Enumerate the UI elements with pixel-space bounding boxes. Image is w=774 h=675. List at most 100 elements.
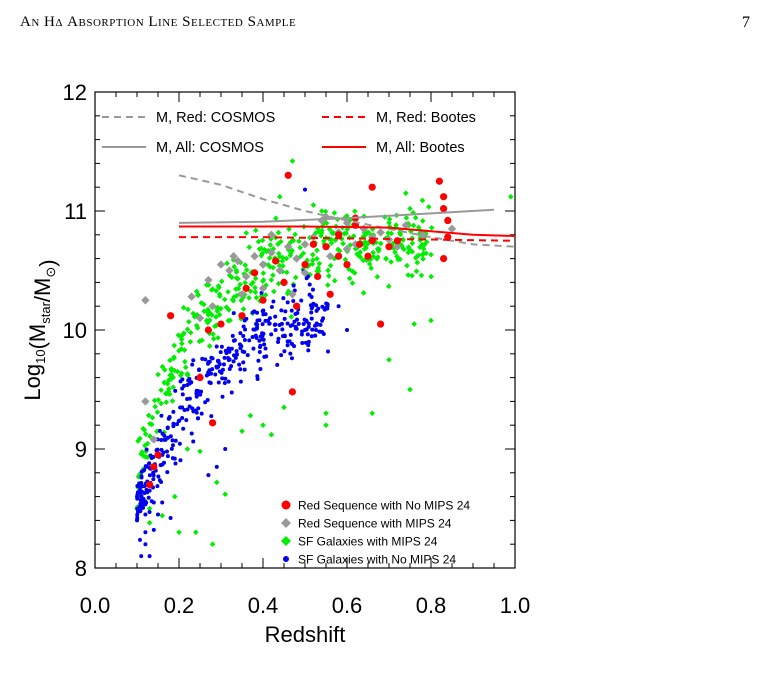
data-point <box>143 512 148 517</box>
data-point <box>237 362 242 367</box>
y-tick-label: 8 <box>75 556 87 581</box>
data-point <box>385 283 392 290</box>
data-point <box>375 248 382 254</box>
data-point <box>159 437 164 442</box>
data-point <box>288 351 293 356</box>
data-point <box>276 253 283 260</box>
data-point <box>225 289 231 295</box>
data-point <box>386 219 392 226</box>
data-point <box>210 335 217 342</box>
data-point <box>175 332 182 338</box>
data-point <box>362 231 369 238</box>
data-point <box>282 334 287 339</box>
data-point <box>267 321 272 326</box>
legend-entry: M, Red: COSMOS <box>102 110 275 126</box>
data-point <box>139 449 145 455</box>
data-point <box>309 310 314 315</box>
data-point <box>310 287 315 292</box>
data-point <box>196 406 201 411</box>
data-point <box>260 277 267 283</box>
data-point <box>143 542 148 547</box>
data-point <box>197 448 203 455</box>
data-point <box>237 281 243 288</box>
data-point <box>404 262 410 269</box>
data-point <box>349 280 356 286</box>
data-point <box>209 541 216 547</box>
data-point <box>420 250 427 257</box>
data-point <box>204 326 212 334</box>
data-point <box>252 284 258 291</box>
legend-marker <box>281 518 291 528</box>
data-point <box>261 308 266 313</box>
legend-top: M, Red: COSMOS M, Red: Bootes M, All: COSM… <box>102 110 476 156</box>
data-point <box>411 321 417 327</box>
data-point <box>428 251 434 258</box>
data-point <box>258 367 263 372</box>
data-point <box>368 183 376 191</box>
data-point <box>299 332 304 337</box>
data-point <box>161 367 168 373</box>
data-point <box>282 349 287 354</box>
data-point <box>197 368 202 373</box>
data-point <box>230 333 235 338</box>
data-point <box>181 383 186 388</box>
x-tick-label: 0.2 <box>164 593 195 618</box>
data-point <box>272 322 277 327</box>
data-point <box>203 282 210 288</box>
data-point <box>213 287 219 294</box>
data-point <box>137 537 142 542</box>
data-point <box>178 458 183 463</box>
data-point <box>198 300 205 306</box>
data-point <box>258 293 265 299</box>
data-point <box>262 292 269 298</box>
data-point <box>232 338 237 343</box>
data-point <box>174 368 181 375</box>
data-point <box>255 310 260 315</box>
data-point <box>193 408 198 413</box>
data-point <box>325 282 331 288</box>
data-point <box>222 355 227 360</box>
data-point <box>309 257 316 263</box>
data-point <box>261 312 266 317</box>
legend-label: SF Galaxies with MIPS 24 <box>298 535 438 549</box>
data-point <box>151 527 156 532</box>
data-point <box>178 346 185 352</box>
legend-marker <box>281 500 291 510</box>
data-point <box>310 327 315 332</box>
data-point <box>218 278 225 285</box>
data-point <box>195 388 200 393</box>
data-point <box>238 346 243 351</box>
data-point <box>201 301 207 308</box>
data-point <box>231 311 236 316</box>
data-point <box>243 230 250 236</box>
data-point <box>264 354 269 359</box>
x-tick-label: 0.4 <box>248 593 279 618</box>
data-point <box>250 310 255 315</box>
data-point <box>205 312 212 318</box>
data-point <box>317 329 322 334</box>
data-point <box>181 426 186 431</box>
data-point <box>233 269 240 275</box>
data-point <box>294 317 299 322</box>
data-point <box>357 254 364 260</box>
data-point <box>419 197 426 204</box>
data-point <box>292 274 299 281</box>
data-point <box>191 313 198 320</box>
data-point <box>220 367 225 372</box>
data-point <box>208 381 213 386</box>
data-point <box>143 448 149 455</box>
data-point <box>291 298 296 303</box>
data-point <box>196 416 201 421</box>
data-point <box>242 349 247 354</box>
data-point <box>395 256 401 263</box>
data-point <box>231 359 236 364</box>
data-point <box>447 224 457 234</box>
data-point <box>154 451 162 459</box>
data-point <box>251 269 259 277</box>
data-point <box>292 254 301 263</box>
data-point <box>418 235 425 241</box>
data-point <box>209 312 215 318</box>
data-point <box>142 431 149 437</box>
data-point <box>414 259 421 266</box>
